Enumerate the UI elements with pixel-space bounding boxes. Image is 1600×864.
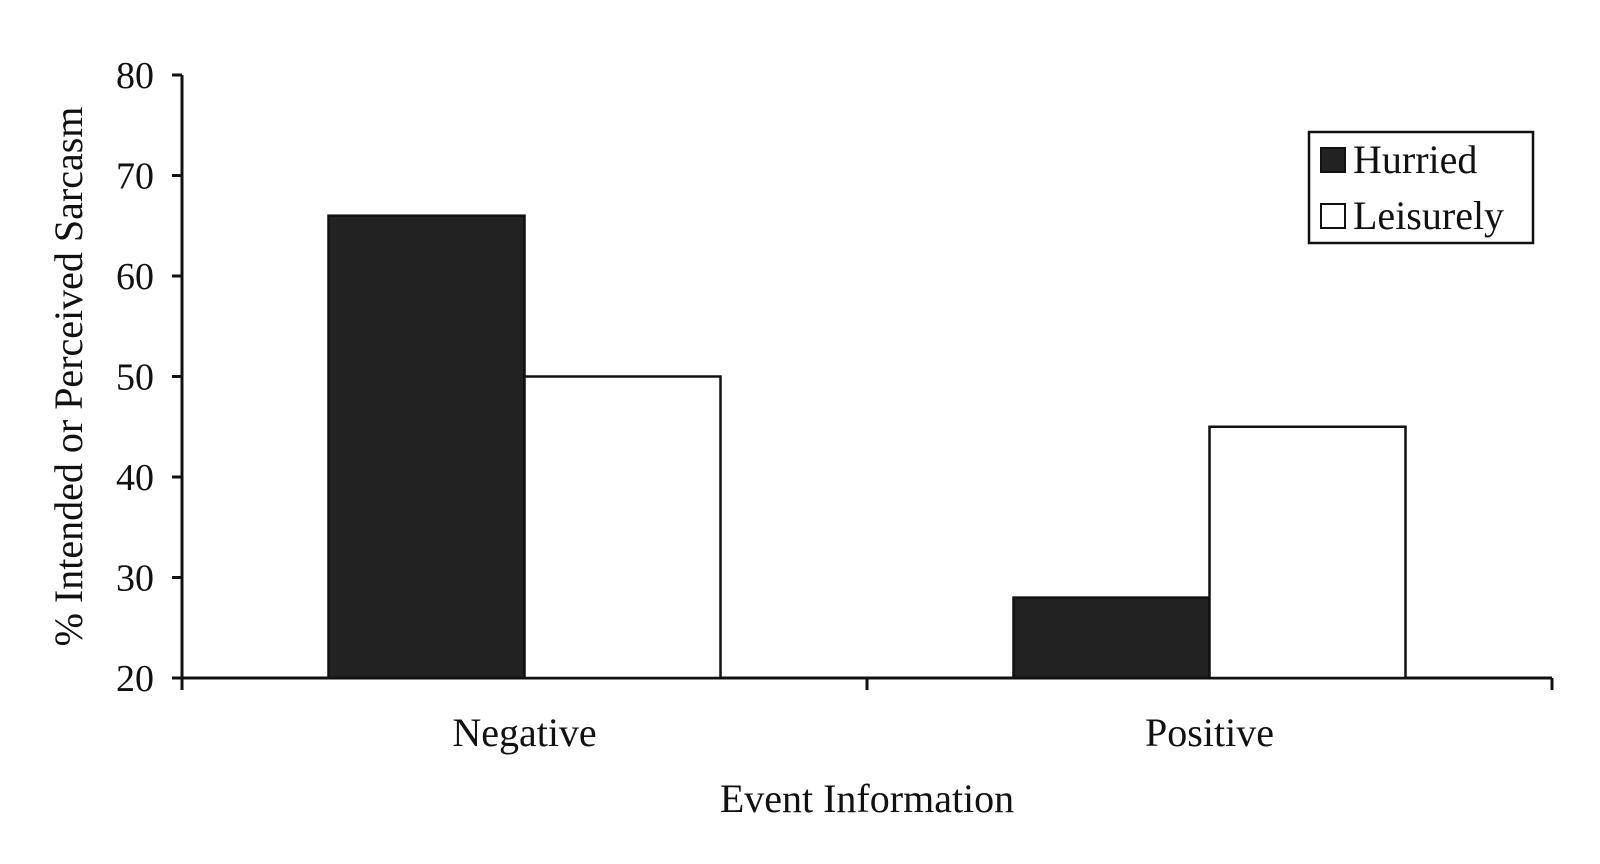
category-label-negative: Negative: [452, 710, 596, 755]
y-tick-label-30: 30: [116, 558, 154, 600]
legend-label-leisurely: Leisurely: [1353, 193, 1504, 238]
bar-negative-hurried: [327, 214, 526, 680]
x-axis-title: Event Information: [720, 776, 1014, 821]
bar-negative-leisurely: [523, 375, 722, 680]
legend-label-hurried: Hurried: [1353, 137, 1477, 182]
category-labels: Negative Positive: [452, 710, 1274, 755]
bar-positive-hurried: [1012, 596, 1211, 680]
y-tick-label-70: 70: [116, 156, 154, 198]
legend-swatch-hurried: [1320, 147, 1346, 173]
legend-box: [1307, 130, 1535, 245]
y-tick-label-60: 60: [116, 256, 154, 298]
category-label-positive: Positive: [1145, 710, 1274, 755]
y-tick-label-40: 40: [116, 457, 154, 499]
legend: Hurried Leisurely: [1307, 130, 1535, 245]
y-tick-label-80: 80: [116, 55, 154, 97]
bar-positive-leisurely: [1208, 425, 1407, 680]
x-axis-ticks: [180, 678, 1554, 690]
y-tick-label-50: 50: [116, 357, 154, 399]
y-axis-title: % Intended or Perceived Sarcasm: [46, 107, 91, 647]
y-tick-label-20: 20: [116, 658, 154, 700]
legend-swatch-leisurely: [1320, 203, 1346, 229]
bars: [327, 214, 1407, 680]
y-axis-ticks: 20 30 40 50 60 70 80: [116, 55, 182, 700]
